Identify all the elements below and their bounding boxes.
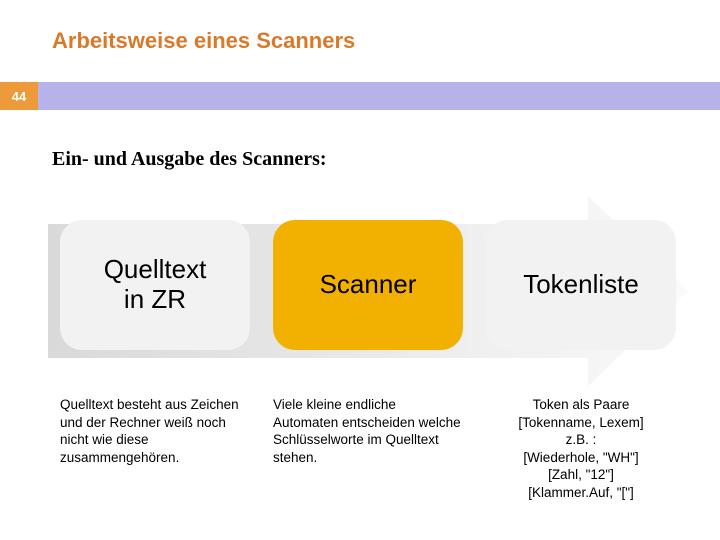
- desc-tokenliste: Token als Paare[Tokenname, Lexem]z.B. :[…: [486, 396, 676, 501]
- stage-box-scanner: Scanner: [273, 220, 463, 350]
- slide-number-bar: 44: [0, 82, 720, 110]
- stage-descriptions: Quelltext besteht aus Zeichen und der Re…: [60, 396, 676, 501]
- desc-scanner: Viele kleine endliche Automaten entschei…: [273, 396, 463, 501]
- stage-box-tokenliste: Tokenliste: [486, 220, 676, 350]
- section-subtitle: Ein- und Ausgabe des Scanners:: [52, 148, 327, 171]
- slide-number-badge: 44: [0, 82, 38, 110]
- stage-box-quelltext: Quelltextin ZR: [60, 220, 250, 350]
- accent-bar: [38, 82, 720, 110]
- slide-title: Arbeitsweise eines Scanners: [52, 28, 355, 54]
- stage-boxes: Quelltextin ZR Scanner Tokenliste: [60, 220, 676, 350]
- desc-quelltext: Quelltext besteht aus Zeichen und der Re…: [60, 396, 250, 501]
